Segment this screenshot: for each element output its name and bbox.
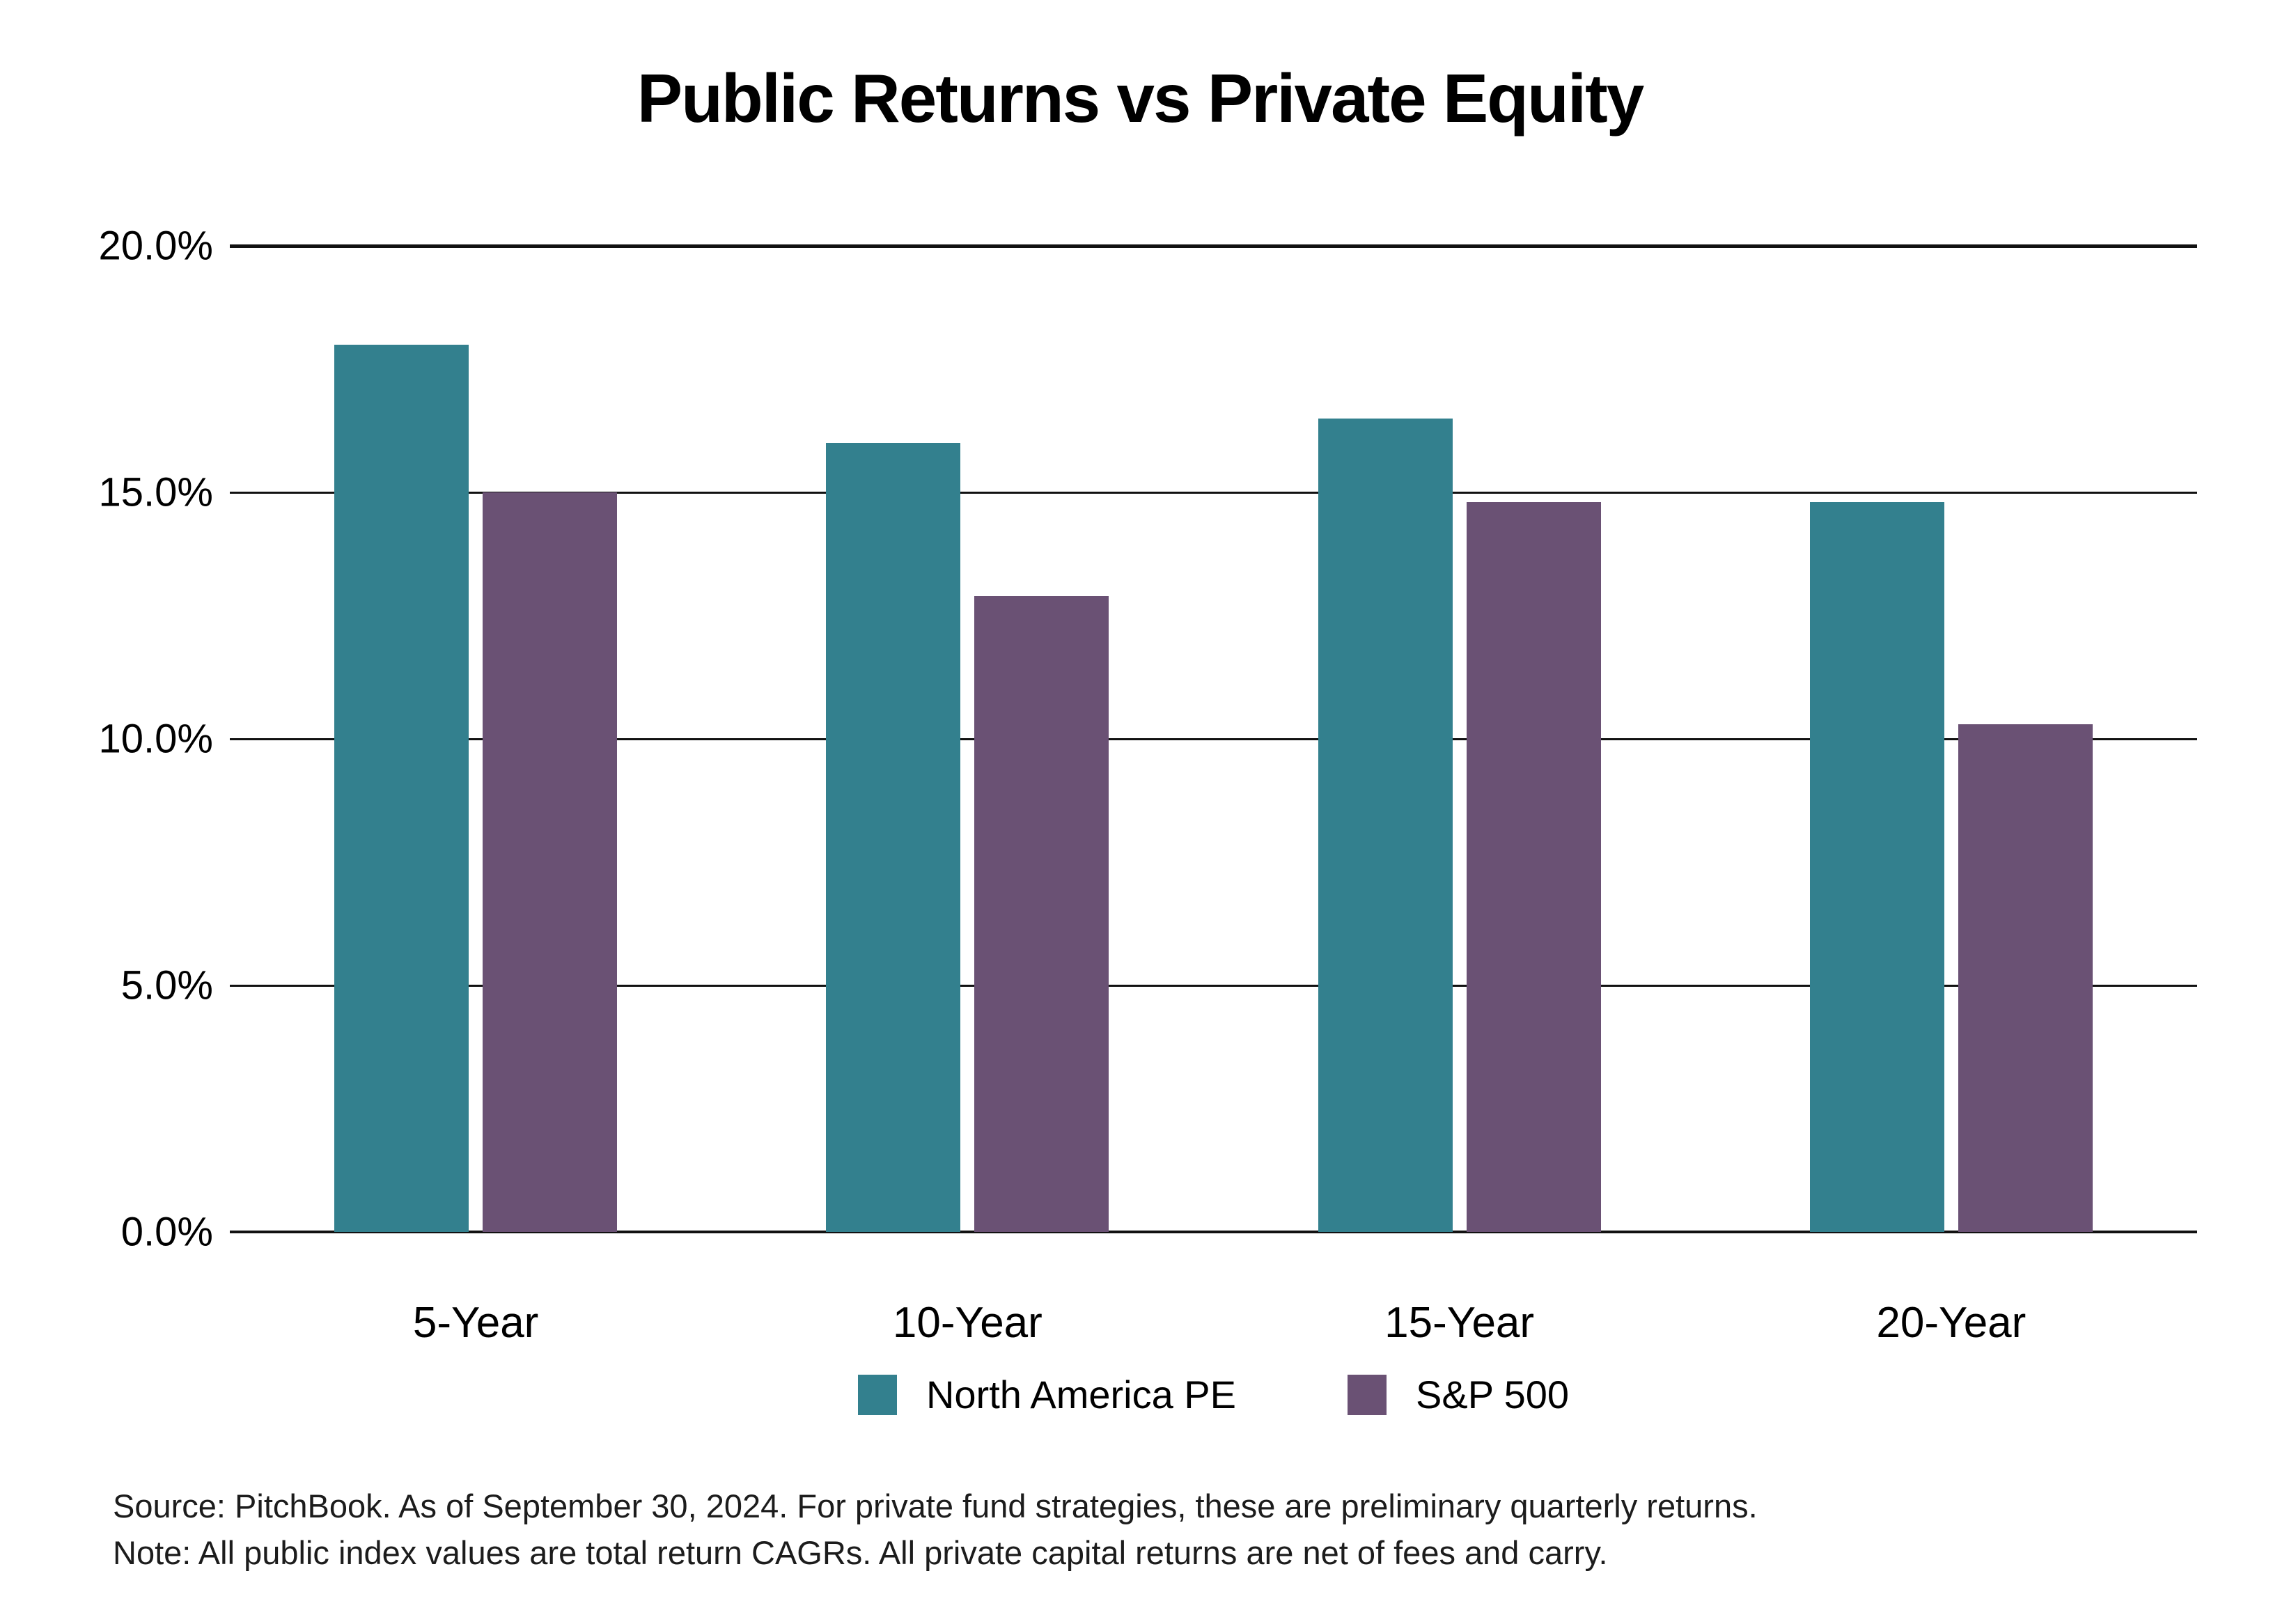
gridline-10 [230,737,2197,740]
bar-group-20-year [1705,246,2197,1232]
bar-group-10-year [721,246,1213,1232]
legend-swatch-s-p-500 [1348,1374,1387,1415]
y-tick-label-20: 20.0% [98,223,213,269]
gridline-15 [230,491,2197,494]
legend-swatch-north-america-pe [857,1374,897,1415]
footer-notes: Source: PitchBook. As of September 30, 2… [113,1483,2202,1576]
chart-title: Public Returns vs Private Equity [637,60,1645,136]
gridline-20 [230,244,2197,248]
legend-label-s-p-500: S&P 500 [1416,1373,1570,1416]
legend-entry-s-p-500: S&P 500 [1348,1372,1569,1417]
bars-layer [230,246,2197,1232]
x-axis-label-15-year: 15-Year [1384,1299,1535,1347]
gridline-5 [230,984,2197,987]
x-axis-labels: 5-Year 10-Year 15-Year 20-Year [230,1298,2197,1348]
x-axis-label-5-year: 5-Year [412,1299,539,1347]
gridline-0 [230,1231,2197,1233]
bar-group-5-year [230,246,721,1232]
bar-north-america-pe-15-year [1318,418,1453,1232]
y-tick-label-5: 5.0% [120,962,213,1008]
bar-group-15-year [1214,246,1705,1232]
y-tick-label-15: 15.0% [98,469,213,515]
x-axis-label-10-year: 10-Year [892,1299,1043,1347]
legend-label-north-america-pe: North America PE [926,1373,1236,1416]
bar-s-p-500-5-year [483,492,618,1232]
bar-north-america-pe-10-year [826,443,961,1232]
bar-s-p-500-10-year [974,595,1109,1232]
bar-s-p-500-20-year [1958,724,2093,1232]
note-line: Note: All public index values are total … [113,1533,1608,1571]
legend: North America PE S&P 500 [230,1372,2197,1417]
bar-north-america-pe-20-year [1809,502,1944,1232]
y-tick-label-10: 10.0% [98,716,213,762]
legend-entry-north-america-pe: North America PE [857,1372,1236,1417]
x-axis-label-20-year: 20-Year [1876,1299,2027,1347]
bar-north-america-pe-5-year [334,344,469,1232]
bar-s-p-500-15-year [1466,502,1601,1232]
y-tick-label-0: 0.0% [120,1209,213,1255]
plot-area: 0.0% 5.0% 10.0% 15.0% 20.0% [99,224,2197,1255]
source-line: Source: PitchBook. As of September 30, 2… [113,1488,1758,1524]
